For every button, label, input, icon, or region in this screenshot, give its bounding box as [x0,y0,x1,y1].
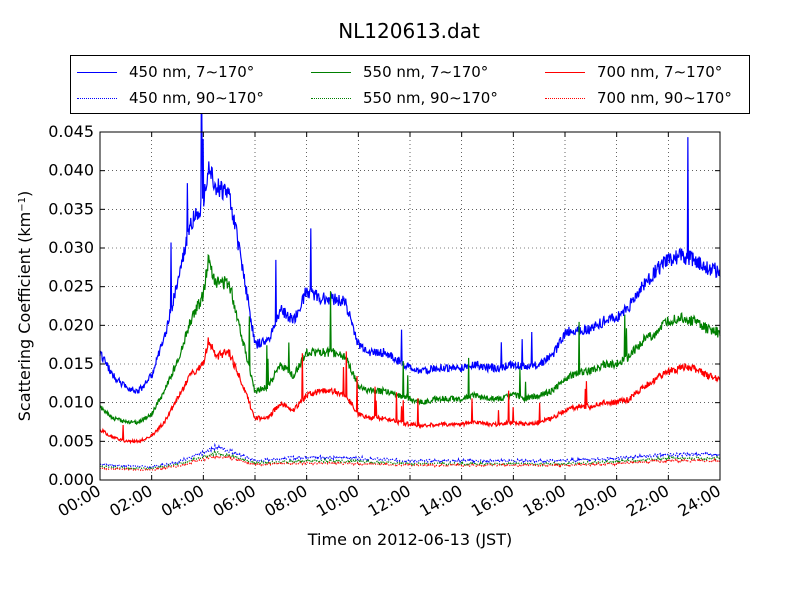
series-line [99,337,721,445]
legend-swatch-450-back [77,97,117,99]
y-axis-label-main: Scattering Coefficient (km [15,212,34,422]
legend-swatch-700-full [545,71,585,73]
x-tick-label: 24:00 [675,481,724,521]
y-axis-label-sup: −1 [17,197,28,212]
series-line [99,253,721,426]
x-tick-label: 22:00 [623,481,672,521]
y-axis-ticks: 0.000 0.005 0.010 0.015 0.020 0.025 0.030 0.035… [48,122,720,489]
x-tick-label: 04:00 [158,481,207,521]
x-tick-label: 06:00 [210,481,259,521]
legend-label: 550 nm, 90∼170° [363,89,498,107]
series-layer [99,63,721,472]
x-tick-label: 10:00 [313,481,362,521]
legend-swatch-700-back [545,97,585,99]
y-tick-label: 0.015 [48,354,94,373]
y-tick-label: 0.035 [48,199,94,218]
y-tick-label: 0.005 [48,431,94,450]
y-tick-label: 0.025 [48,277,94,296]
legend-label: 700 nm, 7∼170° [597,63,723,81]
legend-item-700-full: 700 nm, 7∼170° [545,62,722,82]
legend-item-700-back: 700 nm, 90∼170° [545,88,732,108]
legend-item-550-full: 550 nm, 7∼170° [311,62,488,82]
x-tick-label: 16:00 [468,481,517,521]
legend-item-450-back: 450 nm, 90∼170° [77,88,264,108]
x-axis-ticks: 00:00 02:00 04:00 06:00 08:00 10:00 12:00 14:00… [55,132,724,521]
x-axis-label: Time on 2012-06-13 (JST) [307,530,512,549]
series-line [99,453,721,472]
series-line [99,442,721,469]
legend-label: 450 nm, 90∼170° [129,89,264,107]
legend-swatch-550-back [311,97,351,99]
legend-label: 550 nm, 7∼170° [363,63,489,81]
y-tick-label: 0.010 [48,393,94,412]
y-tick-label: 0.030 [48,238,94,257]
legend-item-550-back: 550 nm, 90∼170° [311,88,498,108]
legend-label: 450 nm, 7∼170° [129,63,255,81]
x-tick-label: 02:00 [106,481,155,521]
y-tick-label: 0.020 [48,315,94,334]
legend-item-450-full: 450 nm, 7∼170° [77,62,254,82]
x-tick-label: 14:00 [416,481,465,521]
legend-swatch-450-full [77,71,117,73]
chart-title: NL120613.dat [338,19,480,43]
x-tick-label: 12:00 [365,481,414,521]
y-axis-label-close: ) [15,191,34,197]
x-tick-label: 20:00 [571,481,620,521]
y-axis-label: Scattering Coefficient (km−1) [15,191,34,422]
legend-label: 700 nm, 90∼170° [597,89,732,107]
y-tick-label: 0.045 [48,122,94,141]
legend-swatch-550-full [311,71,351,73]
y-tick-label: 0.040 [48,161,94,180]
x-tick-label: 18:00 [520,481,569,521]
series-line [99,63,721,394]
y-tick-label: 0.000 [48,470,94,489]
series-line [99,448,721,471]
legend: 450 nm, 7∼170° 550 nm, 7∼170° 700 nm, 7∼… [70,55,750,114]
x-tick-label: 08:00 [261,481,310,521]
